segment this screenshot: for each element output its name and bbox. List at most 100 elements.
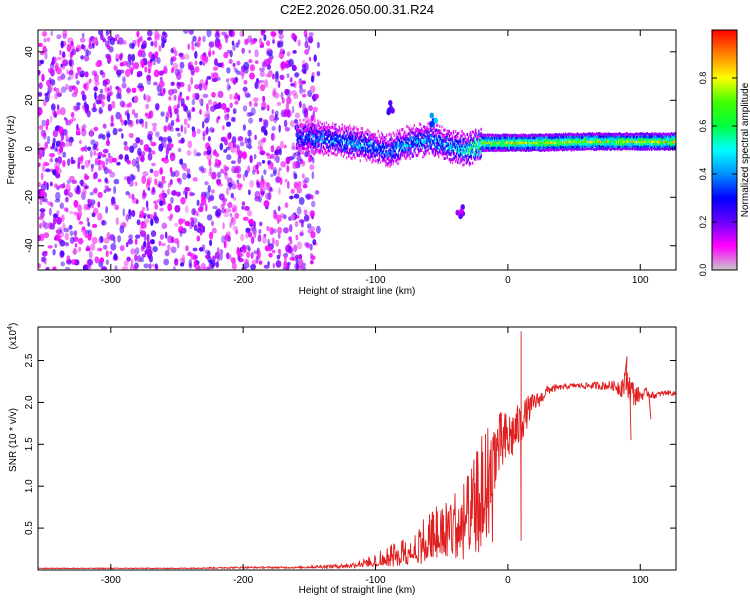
carrier-cell [465,155,467,159]
carrier-cell [653,142,655,146]
carrier-cell [367,148,369,152]
carrier-cell [411,142,413,146]
carrier-cell [336,144,338,148]
noise-cell [82,226,86,231]
carrier-cell [344,146,347,150]
carrier-cell [537,136,539,140]
carrier-cell [556,133,558,137]
noise-cell [254,60,259,64]
noise-cell [70,156,74,165]
carrier-cell [593,140,596,144]
carrier-cell [302,118,304,122]
carrier-cell [371,138,373,142]
carrier-cell [405,140,407,144]
carrier-cell [534,133,536,137]
noise-cell [248,49,251,54]
carrier-cell [574,140,576,144]
noise-cell [254,81,258,89]
carrier-cell [372,142,374,146]
carrier-cell [344,127,347,131]
carrier-cell [422,135,424,139]
carrier-cell [341,138,343,142]
carrier-cell [666,132,669,136]
noise-cell [298,253,303,261]
carrier-cell [476,148,478,152]
carrier-cell [554,137,556,141]
carrier-cell [324,132,327,136]
noise-cell [146,74,152,81]
noise-cell [85,229,90,234]
carrier-cell [671,135,673,139]
noise-cell [202,133,206,141]
carrier-cell [599,144,601,148]
carrier-cell [439,135,441,139]
carrier-cell [613,137,616,140]
carrier-cell [505,140,508,144]
carrier-cell [457,150,459,154]
noise-cell [272,262,275,269]
carrier-cell [536,143,538,147]
carrier-cell [484,144,486,148]
noise-cell [197,221,201,227]
carrier-cell [321,122,323,126]
carrier-cell [433,154,436,158]
noise-cell [193,224,198,232]
noise-cell [283,227,289,234]
carrier-cell [310,142,313,146]
carrier-cell [316,132,318,136]
noise-cell [183,53,190,60]
carrier-cell [639,132,641,136]
noise-cell [83,56,90,61]
carrier-cell [309,123,312,127]
carrier-cell [340,148,342,152]
carrier-cell [474,135,476,139]
carrier-cell [618,137,620,141]
carrier-cell [341,136,343,140]
noise-cell [259,67,265,72]
carrier-cell [620,147,622,151]
carrier-cell [399,154,402,158]
noise-cell [237,94,241,101]
noise-cell [304,40,309,49]
carrier-cell [603,140,605,144]
carrier-cell [620,142,622,146]
carrier-cell [442,150,444,154]
carrier-cell [571,148,573,152]
noise-cell [196,128,201,134]
carrier-cell [359,146,361,150]
carrier-cell [633,147,636,151]
noise-cell [60,73,66,80]
carrier-cell [334,123,336,127]
carrier-cell [481,145,483,149]
carrier-cell [431,139,434,143]
carrier-cell [402,143,404,147]
noise-cell [303,89,306,93]
carrier-cell [465,138,467,141]
carrier-cell [649,140,652,144]
carrier-cell [550,140,552,144]
noise-cell [201,121,205,129]
carrier-cell [456,139,458,143]
noise-cell [179,61,185,69]
noise-cell [59,107,66,116]
carrier-cell [572,133,574,137]
carrier-cell [339,131,341,135]
noise-cell [139,139,144,146]
carrier-cell [304,147,306,151]
carrier-cell [537,146,539,150]
noise-cell [90,163,95,169]
carrier-cell [369,134,371,138]
carrier-cell [530,139,532,143]
carrier-cell [662,135,664,139]
noise-cell [252,38,256,45]
noise-cell [311,200,316,208]
colorbar-tick-label: 0.0 [698,264,708,277]
carrier-cell [541,133,544,137]
noise-cell [204,129,207,136]
carrier-cell [672,133,674,137]
carrier-cell [467,152,470,156]
noise-cell [141,151,146,157]
carrier-cell [384,141,386,144]
noise-cell [263,200,270,208]
